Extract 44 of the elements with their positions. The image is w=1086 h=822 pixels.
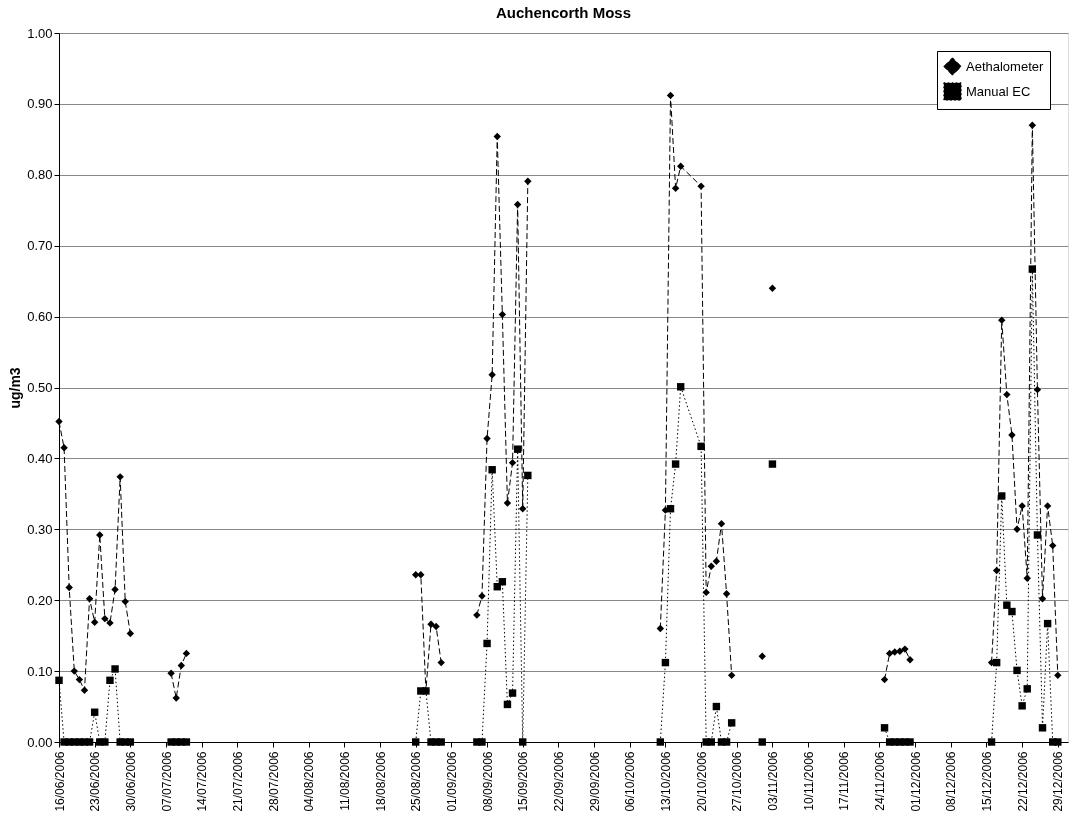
x-tick-label: 13/10/2006 <box>658 751 673 812</box>
x-tick-label: 29/12/2006 <box>1051 751 1066 812</box>
x-tick-label: 22/12/2006 <box>1015 751 1030 812</box>
x-tick-label: 06/10/2006 <box>623 751 638 812</box>
x-tick-label: 07/07/2006 <box>159 751 174 812</box>
x-tick-label: 22/09/2006 <box>551 751 566 812</box>
x-tick-label: 27/10/2006 <box>730 751 745 812</box>
y-tick-label: 0.10 <box>27 663 53 679</box>
y-tick-label: 0.90 <box>27 96 53 112</box>
x-tick-label: 29/09/2006 <box>587 751 602 812</box>
chart-title: Auchencorth Moss <box>495 4 632 21</box>
x-tick-label: 23/06/2006 <box>88 751 103 812</box>
x-tick-label: 20/10/2006 <box>694 751 709 812</box>
x-tick-label: 15/12/2006 <box>979 751 994 812</box>
x-tick-label: 25/08/2006 <box>409 751 424 812</box>
x-tick-label: 08/09/2006 <box>480 751 495 812</box>
legend-label: Manual EC <box>966 83 1031 99</box>
x-tick-label: 04/08/2006 <box>302 751 317 812</box>
y-tick-label: 0.30 <box>27 521 53 537</box>
y-tick-label: 0.40 <box>27 450 53 466</box>
x-tick-label: 17/11/2006 <box>837 751 852 811</box>
x-tick-label: 08/12/2006 <box>944 751 959 812</box>
y-tick-label: 0.80 <box>27 167 53 183</box>
x-tick-label: 11/08/2006 <box>337 751 352 811</box>
x-tick-label: 28/07/2006 <box>266 751 281 812</box>
y-tick-label: 0.50 <box>27 380 53 395</box>
x-tick-label: 01/12/2006 <box>908 751 923 812</box>
y-tick-label: 1.00 <box>27 25 53 41</box>
x-tick-label: 01/09/2006 <box>444 751 459 812</box>
y-tick-label: 0.20 <box>27 592 53 608</box>
x-tick-label: 21/07/2006 <box>230 751 245 812</box>
x-tick-label: 24/11/2006 <box>872 751 887 811</box>
y-tick-label: 0.60 <box>27 309 53 325</box>
y-axis-title: ug/m3 <box>7 367 24 409</box>
x-tick-label: 30/06/2006 <box>123 751 138 812</box>
x-tick-label: 10/11/2006 <box>801 751 816 811</box>
y-tick-label: 0.00 <box>27 734 53 750</box>
x-tick-label: 16/06/2006 <box>52 751 67 812</box>
y-tick-label: 0.70 <box>27 238 53 254</box>
x-tick-label: 03/11/2006 <box>765 751 780 811</box>
x-tick-label: 14/07/2006 <box>195 751 210 812</box>
x-tick-label: 15/09/2006 <box>516 751 531 812</box>
legend-label: Aethalometer <box>966 58 1044 74</box>
x-tick-label: 18/08/2006 <box>373 751 388 812</box>
